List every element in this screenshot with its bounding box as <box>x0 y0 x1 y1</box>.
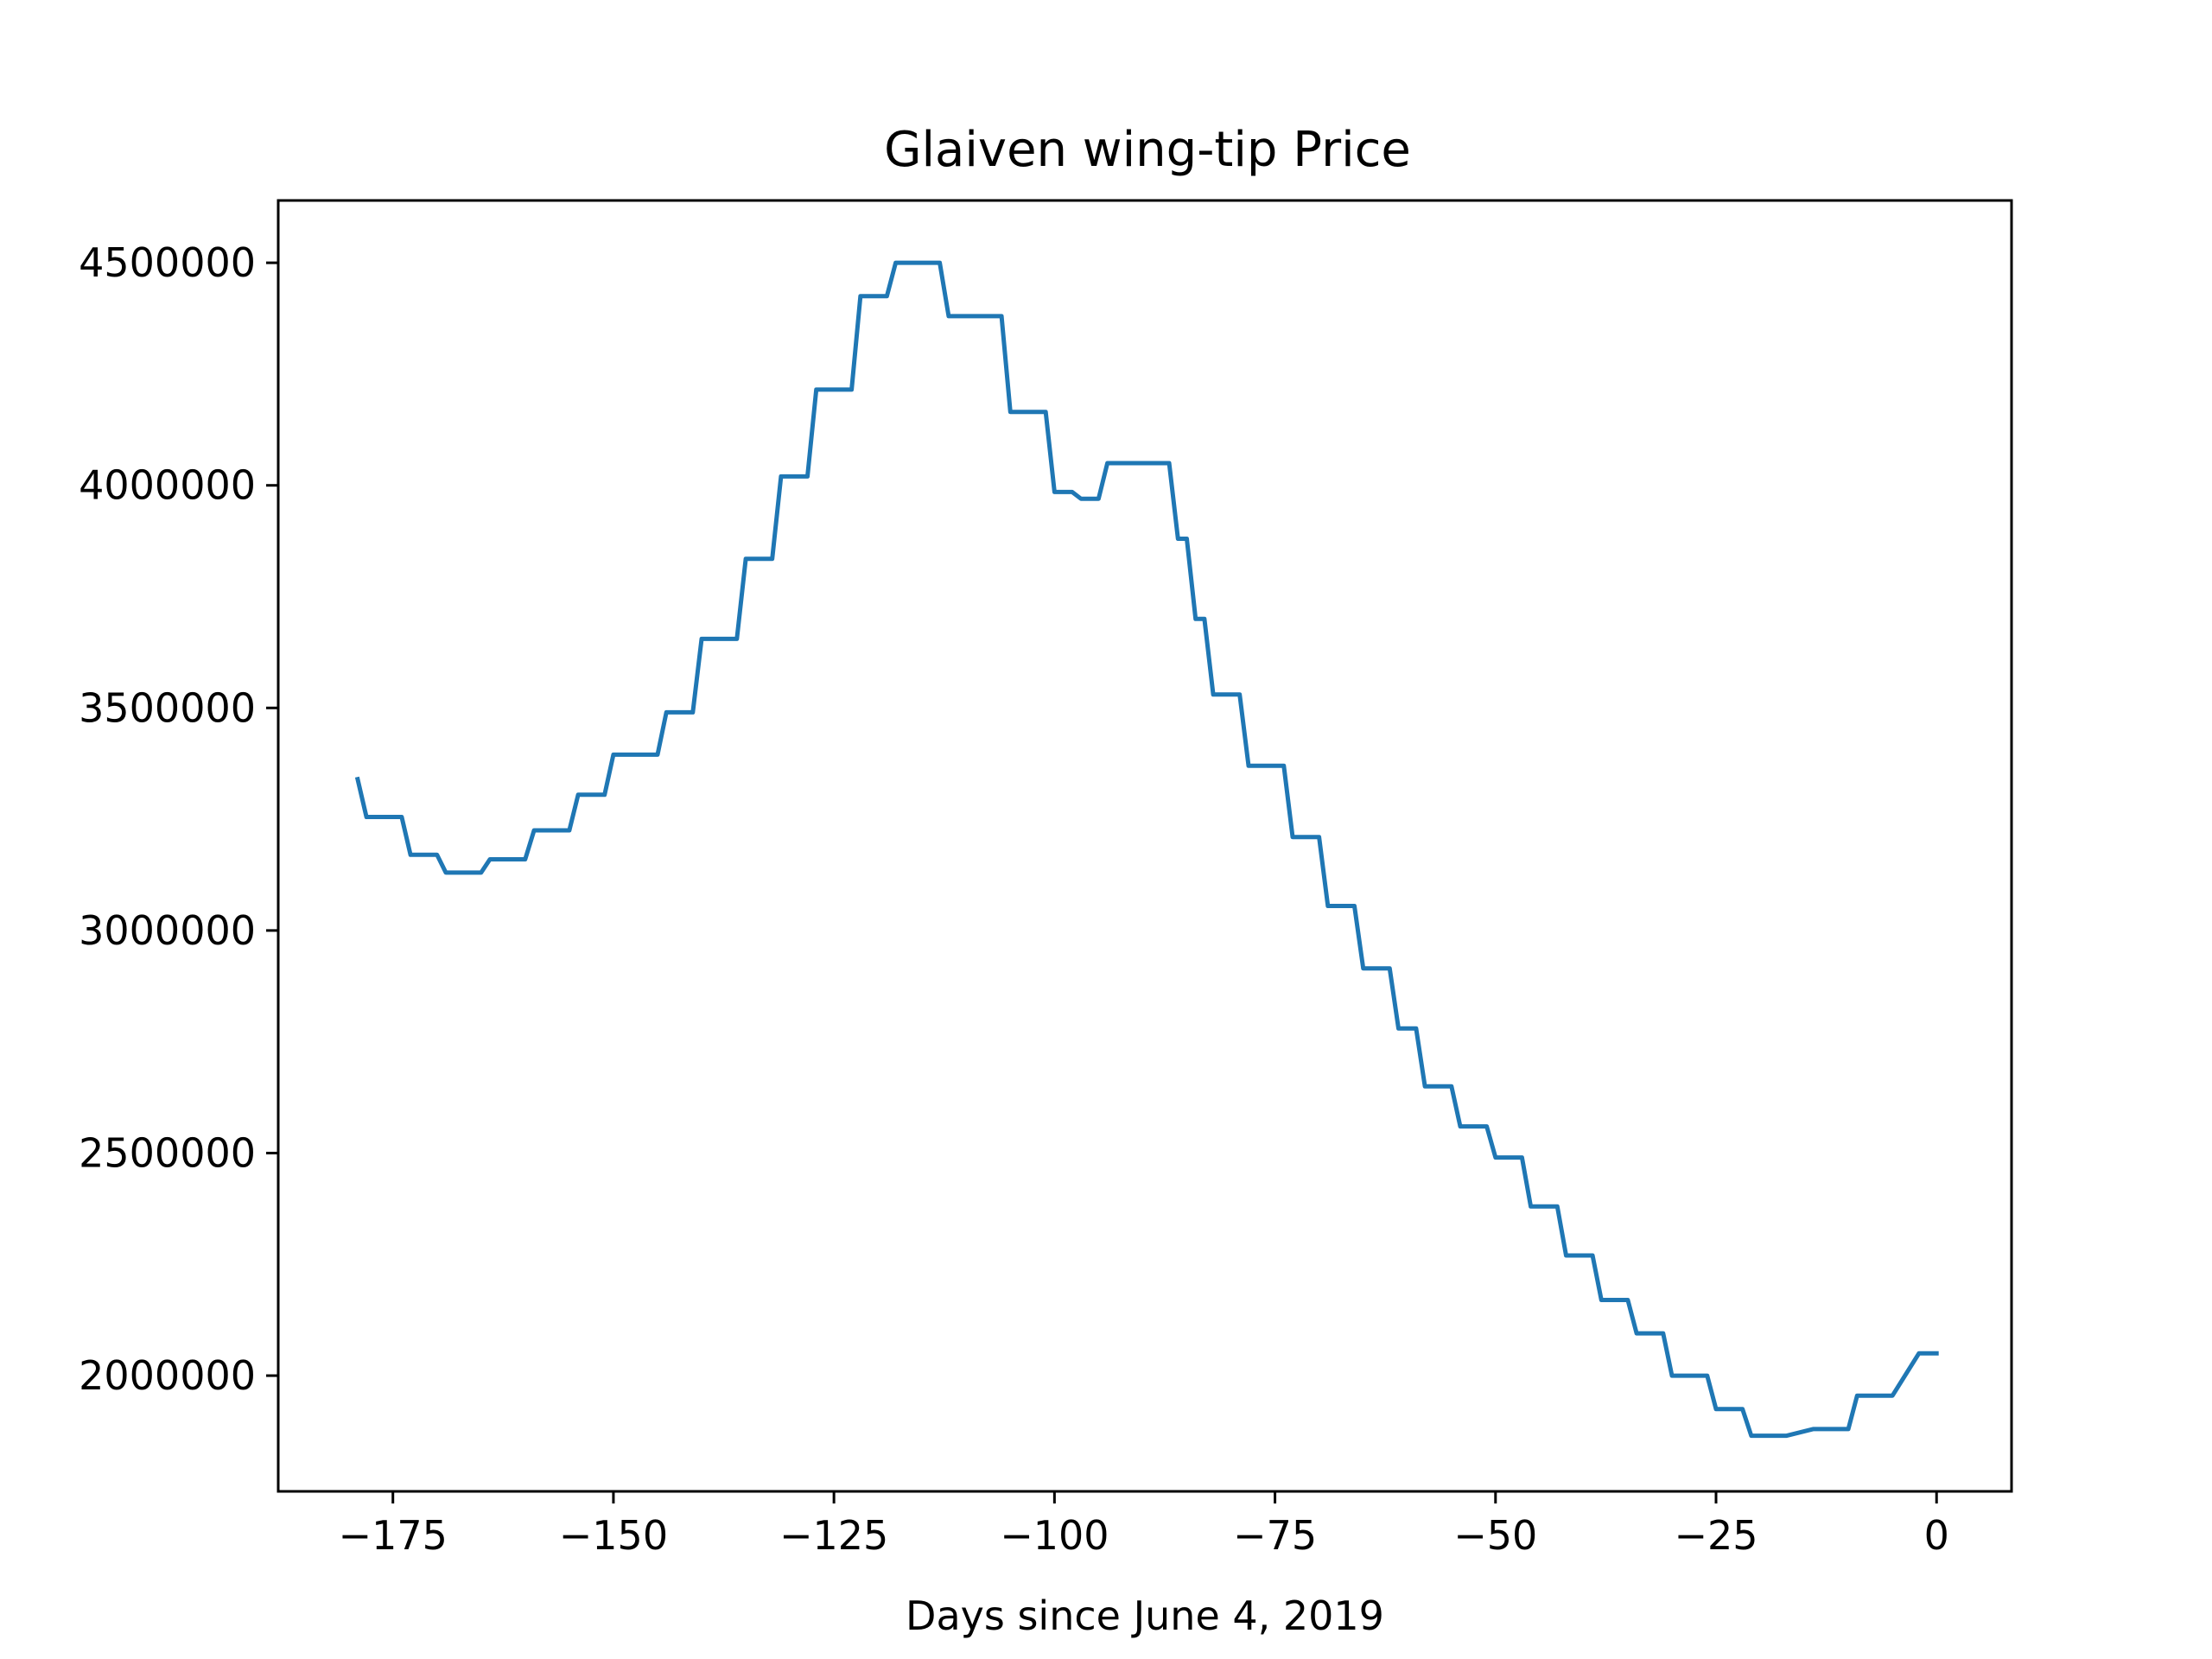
x-tick-label: −25 <box>1674 1512 1758 1559</box>
x-tick-label: −50 <box>1453 1512 1537 1559</box>
x-tick-label: −75 <box>1233 1512 1317 1559</box>
price-series-line <box>354 260 1939 1439</box>
y-tick-label: 4500000 <box>79 239 256 286</box>
y-axis: 2000000 2500000 3000000 3500000 4000000 45000… <box>79 239 278 1399</box>
chart-title: Glaiven wing-tip Price <box>884 122 1411 178</box>
x-tick-label: −100 <box>1000 1512 1109 1559</box>
x-tick-label: 0 <box>1924 1512 1949 1559</box>
y-tick-label: 3500000 <box>79 684 256 731</box>
y-tick-label: 2500000 <box>79 1129 256 1176</box>
x-axis-label: Days since June 4, 2019 <box>906 1592 1384 1639</box>
y-tick-label: 2000000 <box>79 1352 256 1399</box>
y-tick-label: 4000000 <box>79 462 256 509</box>
plot-frame <box>276 199 2013 1493</box>
x-tick-label: −150 <box>559 1512 668 1559</box>
series-group <box>354 260 1939 1439</box>
x-tick-label: −175 <box>339 1512 448 1559</box>
x-tick-label: −125 <box>779 1512 888 1559</box>
x-axis: −175 −150 −125 −100 −75 −50 −25 0 <box>339 1491 1949 1559</box>
y-tick-label: 3000000 <box>79 907 256 954</box>
